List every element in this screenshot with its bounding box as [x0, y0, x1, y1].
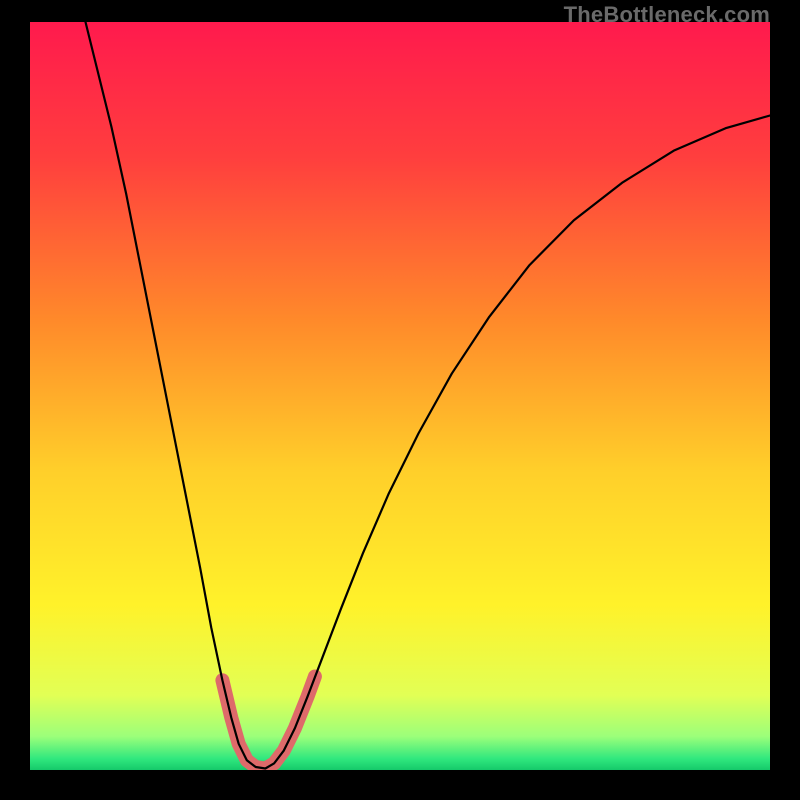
plot-area [30, 22, 770, 770]
bottleneck-curve-chart [30, 22, 770, 770]
chart-background [30, 22, 770, 770]
chart-frame: TheBottleneck.com [0, 0, 800, 800]
